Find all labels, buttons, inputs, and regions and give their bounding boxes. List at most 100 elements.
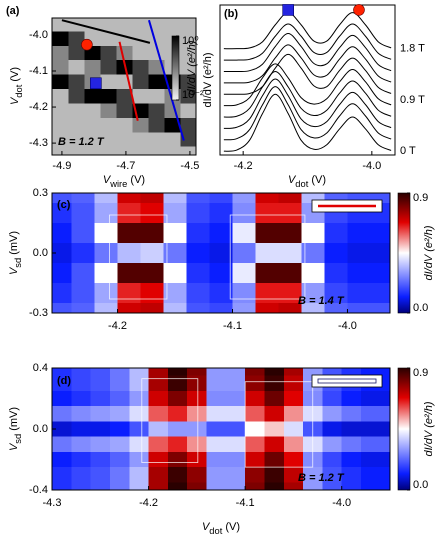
heatmap-cell (84, 146, 101, 155)
heatmap-cell (68, 45, 85, 61)
heatmap-cell (361, 482, 381, 490)
heatmap-cell (52, 368, 72, 377)
heatmap-cell (232, 203, 256, 224)
heatmap-cell (148, 146, 165, 155)
heatmap-cell (283, 406, 304, 422)
heatmap-cell (186, 203, 210, 224)
marker (90, 77, 102, 90)
heatmap-cell (255, 243, 279, 264)
heatmap-cell (341, 368, 362, 377)
heatmap-cell (71, 482, 92, 490)
heatmap-cell (100, 60, 117, 76)
heatmap-cell (90, 467, 111, 483)
heatmap-cell (341, 451, 362, 468)
heatmap-cell (132, 89, 149, 104)
axis-label: Vdot (V) (288, 174, 326, 190)
heatmap-cell (148, 132, 165, 148)
heatmap-cell (187, 436, 207, 453)
heatmap-cell (187, 451, 207, 468)
heatmap-cell (129, 451, 149, 468)
heatmap-cell (186, 303, 210, 313)
axis-label: Vsd (mV) (8, 231, 24, 275)
heatmap-cell (380, 368, 390, 377)
heatmap-cell (264, 390, 285, 407)
heatmap-cell (94, 223, 118, 244)
axis-subscript: dot (295, 179, 308, 189)
heatmap-cell (361, 467, 381, 483)
heatmap-cell (100, 74, 117, 90)
heatmap-cell (94, 283, 118, 304)
heatmap-cell (186, 263, 210, 284)
heatmap-cell (255, 193, 279, 204)
heatmap-cell (264, 451, 285, 468)
heatmap-cell (90, 482, 111, 490)
heatmap-cell (132, 74, 149, 90)
window (244, 381, 314, 468)
heatmap-cell (187, 482, 207, 490)
heatmap-cell (232, 193, 256, 204)
heatmap-cell (264, 421, 285, 438)
heatmap-cell (322, 368, 343, 377)
heatmap-cell (225, 390, 246, 407)
heatmap-cell (52, 406, 72, 422)
axis-subscript: sd (13, 434, 23, 444)
cut-line (118, 41, 139, 121)
heatmap-cell (148, 18, 165, 32)
heatmap-cell (209, 283, 233, 304)
heatmap-cell (71, 467, 92, 483)
heatmap-cell (94, 203, 118, 224)
heatmap-cell (264, 368, 285, 377)
axis-unit: (V) (9, 67, 21, 85)
heatmap-cell (370, 193, 390, 204)
heatmap-cell (109, 390, 130, 407)
marker (81, 38, 93, 51)
colorbar-label: dI/dV (e²/h) (423, 225, 435, 280)
curve (223, 44, 392, 84)
heatmap-cell (52, 436, 72, 453)
heatmap-cell (180, 89, 196, 104)
heatmap-cell (361, 390, 381, 407)
heatmap-cell (52, 89, 69, 104)
heatmap-cell (117, 283, 141, 304)
heatmap-cell (109, 421, 130, 438)
heatmap-cell (116, 132, 133, 148)
heatmap-cell (148, 368, 169, 377)
x-tick-label: -4.7 (116, 160, 135, 172)
heatmap-cell (71, 375, 92, 392)
heatmap-cell (209, 243, 233, 264)
y-tick-label: 0.3 (33, 187, 48, 199)
heatmap-cell (206, 451, 227, 468)
y-tick-label: 0.0 (33, 423, 48, 435)
heatmap-cell (264, 436, 285, 453)
heatmap-cell (380, 421, 390, 438)
heatmap-cell (90, 406, 111, 422)
window (141, 378, 199, 463)
heatmap-cell (164, 132, 181, 148)
axis-subscript: dot (209, 526, 222, 536)
x-tick-label: -4.5 (180, 160, 199, 172)
heatmap-cell (225, 467, 246, 483)
heatmap-cell (186, 193, 210, 204)
x-tick-label: -4.0 (362, 160, 381, 172)
heatmap-cell (361, 421, 381, 438)
heatmap-cell (90, 436, 111, 453)
heatmap-cell (52, 243, 72, 264)
colorbar (397, 192, 411, 314)
heatmap-cell (129, 482, 149, 490)
heatmap-cell (167, 390, 188, 407)
heatmap-cell (116, 117, 133, 133)
heatmap-cell (68, 89, 85, 104)
heatmap-cell (187, 368, 207, 377)
heatmap-cell (186, 243, 210, 264)
heatmap-cell (322, 406, 343, 422)
heatmap-cell (129, 467, 149, 483)
colorbar-tick-label: 0.9 (413, 192, 428, 204)
heatmap-cell (278, 263, 302, 284)
heatmap-cell (347, 193, 371, 204)
x-tick-label: -4.2 (139, 497, 158, 509)
heatmap-cell (116, 18, 133, 32)
heatmap-cell (90, 390, 111, 407)
x-tick-label: -4.0 (332, 497, 351, 509)
colorbar (171, 35, 180, 101)
heatmap-cell (117, 223, 141, 244)
